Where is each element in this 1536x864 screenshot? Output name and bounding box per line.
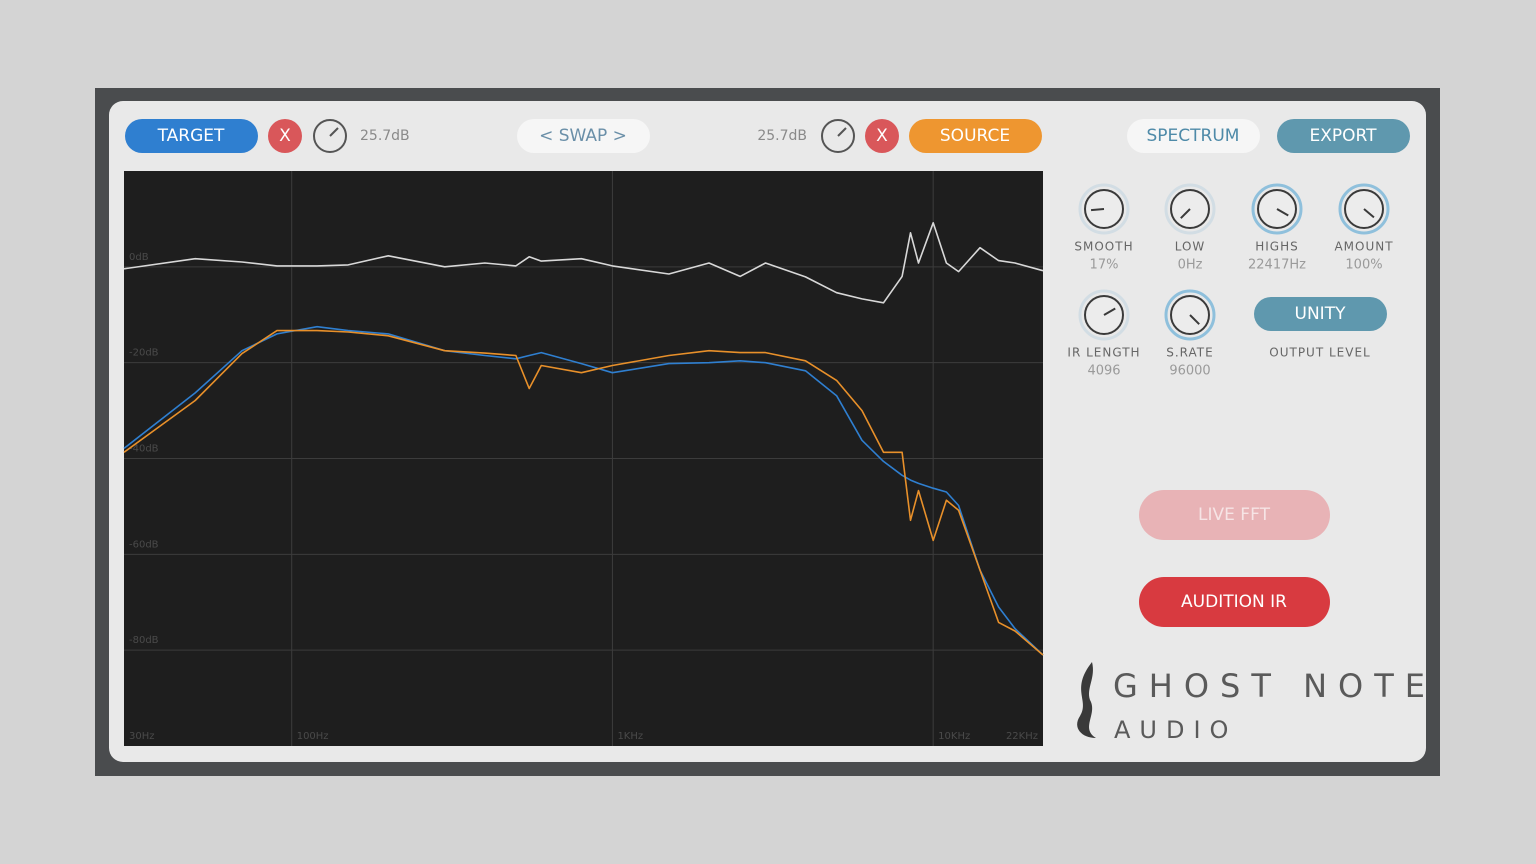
source-button[interactable]: [909, 119, 1042, 153]
export-label: EXPORT: [1310, 126, 1378, 146]
x-tick-label: 30Hz: [129, 731, 155, 742]
unity-button[interactable]: [1254, 297, 1387, 331]
knob-label: S.RATE: [1166, 346, 1213, 360]
knob-pointer: [329, 127, 339, 137]
output-level-label: OUTPUT LEVEL: [1269, 346, 1370, 360]
level-knob[interactable]: [821, 119, 855, 153]
knob-value: 0Hz: [1178, 258, 1203, 273]
export-button[interactable]: [1277, 119, 1410, 153]
knob-label: LOW: [1175, 240, 1206, 254]
y-tick-label: 0dB: [129, 252, 149, 263]
spectrum-button[interactable]: [1127, 119, 1260, 153]
source-close-label: X: [876, 126, 888, 146]
level-knob[interactable]: [313, 119, 347, 153]
spectrum-line: [123, 222, 1044, 304]
source-level: 25.7dB: [757, 128, 807, 144]
y-tick-label: -80dB: [129, 635, 159, 646]
spectrum-line: [123, 329, 1044, 656]
knob-ring: [1251, 183, 1303, 235]
swap-button[interactable]: [517, 119, 650, 153]
knob-label: HIGHS: [1255, 240, 1299, 254]
spectrum-plot: 0dB -20dB -40dB -60dB -80dB 30Hz 100Hz 1KHz 10KH…: [123, 171, 1044, 746]
y-tick-label: -60dB: [129, 539, 159, 550]
knob-pointer: [1180, 208, 1191, 219]
knob-value: 100%: [1345, 258, 1382, 273]
knob-ring: [1164, 183, 1216, 235]
logo-title: GHOST NOTE: [1113, 667, 1436, 705]
x-tick-label: 100Hz: [297, 731, 329, 742]
knob-pointer: [837, 127, 847, 137]
knob-group: SMOOTH 17% LOW 0Hz HIGHS 22417Hz AMOUNT 100% IR …: [313, 119, 1393, 379]
audition-button[interactable]: [1139, 577, 1330, 627]
knob-label: AMOUNT: [1334, 240, 1393, 254]
logo-icon: [1077, 662, 1096, 738]
spectrum-label: SPECTRUM: [1147, 126, 1240, 146]
target-label: TARGET: [157, 126, 225, 146]
swap-label: < SWAP >: [539, 126, 627, 146]
knob-value: 96000: [1169, 364, 1210, 379]
target-close-label: X: [279, 126, 291, 146]
live-fft-label: LIVE FFT: [1198, 505, 1271, 525]
knob-ring: [1078, 289, 1130, 341]
knob-pointer: [1103, 307, 1116, 316]
knob-value: 4096: [1087, 364, 1120, 379]
unity-label: UNITY: [1295, 304, 1347, 324]
x-tick-label: 1KHz: [617, 731, 643, 742]
spectrum-line: [123, 325, 1044, 656]
logo-subtitle: AUDIO: [1114, 716, 1237, 744]
target-close-button[interactable]: [268, 119, 302, 153]
knob-pointer: [1189, 314, 1200, 325]
source-label: SOURCE: [940, 126, 1010, 146]
knob-ring: [1338, 183, 1390, 235]
knob-ring: [1164, 289, 1216, 341]
live-fft-button[interactable]: [1139, 490, 1330, 540]
y-tick-label: -20dB: [129, 348, 159, 359]
knob-value: 17%: [1090, 258, 1119, 273]
knob-label: SMOOTH: [1074, 240, 1133, 254]
knob-pointer: [1090, 208, 1105, 212]
audition-label: AUDITION IR: [1181, 592, 1287, 612]
knob-label: IR LENGTH: [1067, 346, 1140, 360]
knob-value: 22417Hz: [1248, 258, 1306, 273]
y-tick-label: -40dB: [129, 444, 159, 455]
target-button[interactable]: [125, 119, 258, 153]
source-close-button[interactable]: [865, 119, 899, 153]
target-level: 25.7dB: [360, 128, 410, 144]
x-tick-label: 22KHz: [1006, 731, 1038, 742]
x-tick-label: 10KHz: [938, 731, 970, 742]
knob-ring: [1078, 183, 1130, 235]
knob-pointer: [1276, 208, 1289, 217]
knob-pointer: [1363, 208, 1375, 219]
